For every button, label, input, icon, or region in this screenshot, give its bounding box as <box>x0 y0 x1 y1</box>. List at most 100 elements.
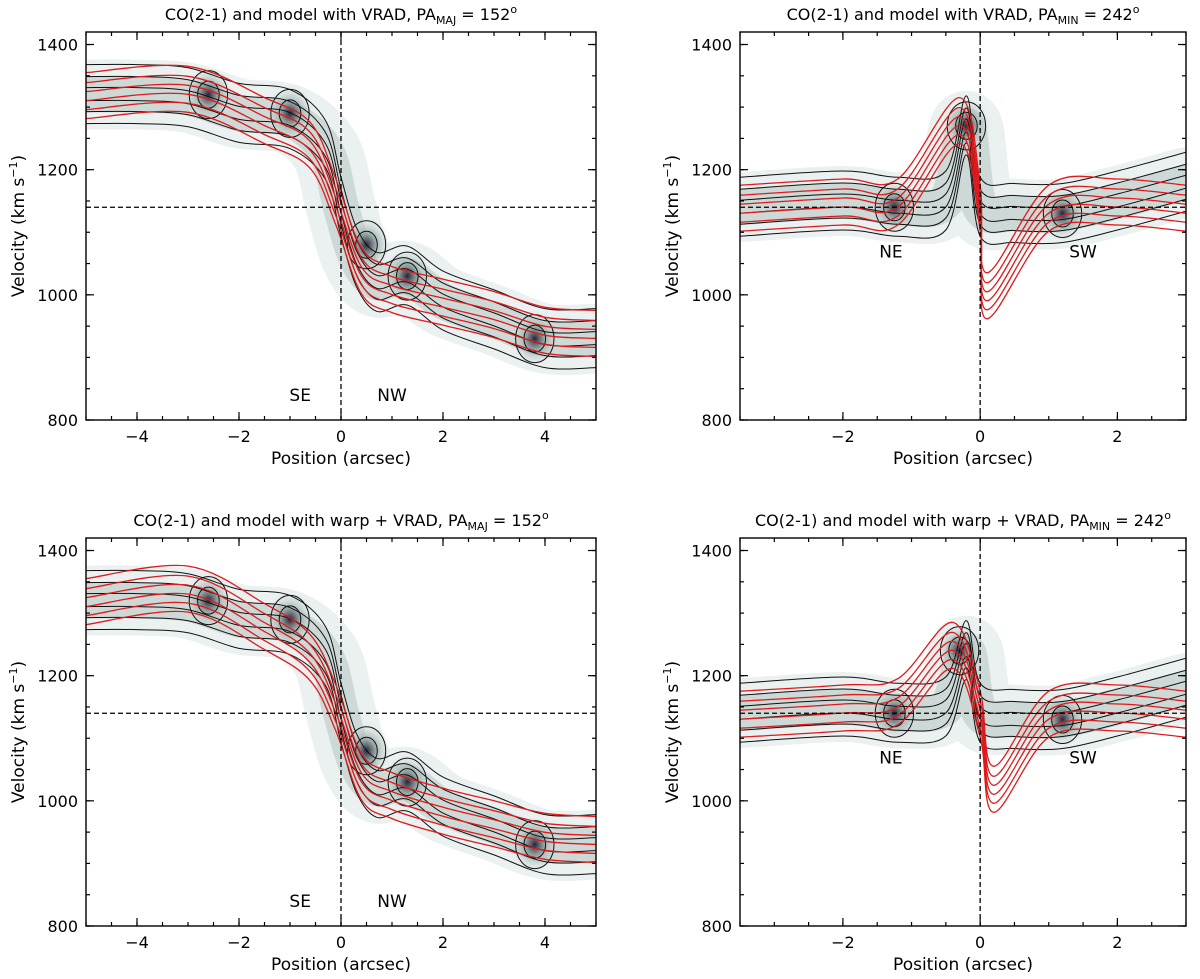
panel-title: CO(2-1) and model with VRAD, PAMIN = 242… <box>787 3 1140 27</box>
panel-title: CO(2-1) and model with warp + VRAD, PAMA… <box>133 509 549 533</box>
observed-contour <box>197 586 220 615</box>
panel-p1: −4 −2 0 2 4 800 1000 1200 1400 SE NW CO(2-1) and mo… <box>7 3 597 469</box>
observed-contour <box>346 726 387 776</box>
model-contour <box>740 667 1186 813</box>
x-tick-label: −2 <box>227 933 251 952</box>
x-tick-label: 4 <box>540 427 550 446</box>
observed-contour <box>740 131 1186 222</box>
intensity-peak <box>264 589 316 650</box>
panel-title-superscript: o <box>542 509 549 522</box>
observed-contour <box>270 594 310 644</box>
model-contour <box>86 83 596 331</box>
panel-title-superscript: o <box>1133 3 1140 16</box>
y-tick-label: 800 <box>47 411 78 430</box>
x-axis-title: Position (arcsec) <box>893 955 1033 975</box>
y-tick-label: 1200 <box>691 667 732 686</box>
panel-title: CO(2-1) and model with VRAD, PAMAJ = 152… <box>165 3 517 27</box>
observed-contour <box>86 63 596 311</box>
observed-contour <box>1051 705 1074 734</box>
panel-title-value: = 152 <box>456 5 510 24</box>
y-tick-label: 1400 <box>37 36 78 55</box>
observed-contour <box>740 142 1186 233</box>
x-tick-label: 0 <box>975 427 985 446</box>
y-axis-title: Velocity (km s−1) <box>7 661 29 803</box>
y-axis-title-close: ) <box>9 155 29 162</box>
x-tick-label: 2 <box>438 427 448 446</box>
observed-contour <box>346 220 387 270</box>
region-label: SE <box>289 892 311 912</box>
region-label: NW <box>377 892 407 912</box>
y-tick-label: 1200 <box>37 667 78 686</box>
y-tick-label: 1200 <box>37 161 78 180</box>
model-contour <box>86 592 596 846</box>
x-tick-label: −2 <box>831 427 855 446</box>
x-tick-label: 4 <box>540 933 550 952</box>
x-tick-label: −4 <box>125 933 149 952</box>
plot-area-p3 <box>86 564 596 882</box>
model-contour <box>86 583 596 837</box>
y-tick-label: 800 <box>701 411 732 430</box>
observed-contour <box>740 620 1186 692</box>
intensity-peak <box>264 83 316 144</box>
observed-contour <box>86 569 596 817</box>
y-axis-title-text: Velocity (km s <box>9 684 29 804</box>
y-axis-title: Velocity (km s−1) <box>661 661 683 803</box>
observed-contour <box>86 605 596 853</box>
observed-contour <box>740 154 1186 245</box>
model-contour <box>86 92 596 340</box>
model-contour <box>740 133 1186 311</box>
panel-p2: −2 0 2 800 1000 1200 1400 NE SW CO(2-1) and model… <box>661 3 1187 469</box>
y-tick-label: 1000 <box>37 286 78 305</box>
region-label: SE <box>289 386 311 406</box>
x-tick-label: 0 <box>336 427 346 446</box>
model-contour <box>86 110 596 358</box>
model-contour <box>86 74 596 322</box>
intensity-peak <box>381 752 434 813</box>
axes-frame <box>739 31 1187 421</box>
panel-p4: −2 0 2 800 1000 1200 1400 NE SW CO(2-1) and model… <box>661 509 1187 975</box>
model-contour <box>86 601 596 855</box>
model-contour <box>86 101 596 349</box>
y-tick-label: 1400 <box>37 542 78 561</box>
model-contour <box>740 124 1186 302</box>
x-axis-title: Position (arcsec) <box>271 449 411 469</box>
region-label: NE <box>879 748 902 768</box>
panel-title-value: = 242 <box>1079 5 1133 24</box>
panel-title-subscript: MIN <box>1089 520 1110 533</box>
panel-p3: −4 −2 0 2 4 800 1000 1200 1400 SE NW CO(2-1) and mo… <box>7 509 597 975</box>
model-contour <box>86 564 596 818</box>
x-axis-title: Position (arcsec) <box>271 955 411 975</box>
y-axis-title-close: ) <box>663 661 683 668</box>
y-axis-title-superscript: −1 <box>661 668 674 684</box>
observed-contour <box>740 643 1186 715</box>
x-tick-label: 0 <box>336 933 346 952</box>
region-label: SW <box>1069 748 1097 768</box>
observed-contour <box>278 605 302 634</box>
y-axis-title: Velocity (km s−1) <box>7 155 29 297</box>
model-contour <box>740 658 1186 804</box>
panel-title-value: = 152 <box>488 511 542 530</box>
observed-contour <box>270 88 310 138</box>
y-axis-title: Velocity (km s−1) <box>661 155 683 297</box>
observed-contour <box>740 95 1186 186</box>
y-axis-title-text: Velocity (km s <box>9 178 29 298</box>
intensity-peak <box>381 246 434 307</box>
panel-title-text: CO(2-1) and model with warp + VRAD, PA <box>755 511 1089 530</box>
intensity-peak <box>182 64 235 125</box>
observed-contour <box>955 111 978 140</box>
y-axis-title-text: Velocity (km s <box>663 178 683 298</box>
model-contour <box>740 649 1186 795</box>
x-tick-label: 2 <box>1112 933 1122 952</box>
panel-title-text: CO(2-1) and model with VRAD, PA <box>787 5 1058 24</box>
axes-frame <box>739 537 1187 927</box>
y-tick-label: 1200 <box>691 161 732 180</box>
y-tick-label: 1000 <box>691 792 732 811</box>
region-label: SW <box>1069 242 1097 262</box>
plot-area-p2 <box>740 90 1186 320</box>
observed-contour <box>740 107 1186 198</box>
model-contour <box>86 574 596 828</box>
model-contour <box>86 610 596 864</box>
panel-title-superscript: o <box>1164 509 1171 522</box>
observed-contour <box>883 193 906 222</box>
y-tick-label: 1400 <box>691 36 732 55</box>
